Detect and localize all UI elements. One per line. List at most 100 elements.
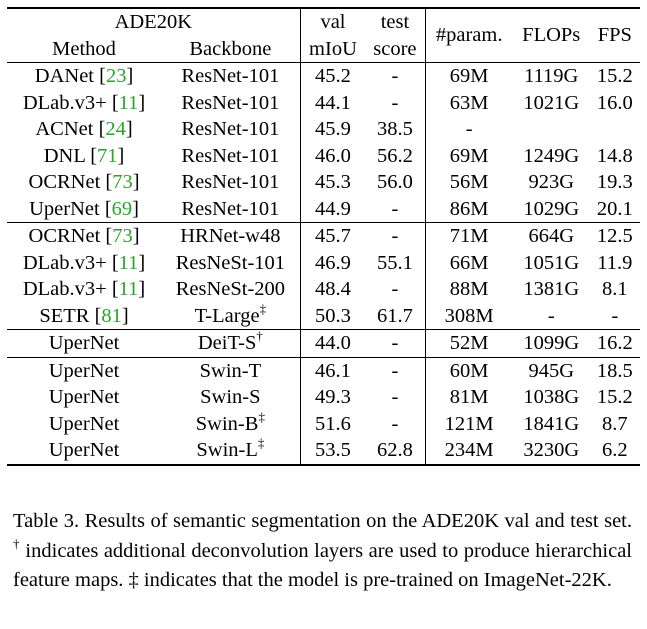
val-miou-cell: 46.1 xyxy=(300,356,366,384)
method-cell: UperNet xyxy=(7,437,162,466)
val-miou-cell: 51.6 xyxy=(315,412,351,435)
val-miou-cell: 46.0 xyxy=(315,144,351,167)
backbone-cell: Swin-B‡ xyxy=(161,408,301,437)
test-score-cell: 55.1 xyxy=(365,249,426,276)
backbone-name: Swin-T xyxy=(199,359,262,382)
val-miou-cell: 45.9 xyxy=(315,118,351,140)
val-miou-cell: 48.4 xyxy=(315,278,351,300)
table-row: SETR [81] T-Large‡ 50.3 61.7 308M - - xyxy=(7,300,640,330)
method-cell: DLab.v3+ [11] xyxy=(22,278,146,300)
backbone-cell: ResNet-101 xyxy=(161,169,301,196)
val-miou-cell: 45.3 xyxy=(315,171,351,193)
test-score-cell: - xyxy=(365,329,426,357)
backbone-cell: DeiT-S† xyxy=(161,328,301,357)
method-name: UperNet xyxy=(48,332,120,354)
flops-cell: 1029G xyxy=(523,197,580,220)
test-score-cell: 56.2 xyxy=(365,142,426,169)
dagger-symbol: † xyxy=(13,535,20,551)
fps-cell: 8.7 xyxy=(602,412,628,435)
citation-link[interactable]: 11 xyxy=(118,278,139,300)
method-name: UperNet xyxy=(48,359,120,382)
method-name: UperNet xyxy=(29,197,100,220)
table-row: ACNet [24] ResNet-101 45.9 38.5 - xyxy=(7,116,640,143)
fps-cell: 11.9 xyxy=(597,251,633,274)
method-cell: DLab.v3+ [11] xyxy=(22,251,146,274)
method-cell: SETR [81] xyxy=(39,304,129,327)
flops-cell: 945G xyxy=(512,356,590,384)
params-cell: 81M xyxy=(449,386,489,408)
backbone-cell: ResNet-101 xyxy=(161,195,301,223)
table-row: UperNet Swin-T 46.1-60M 945G 18.5 xyxy=(7,356,640,384)
backbone-name: ResNeSt-200 xyxy=(175,278,286,300)
table-row: DANet [23] ResNet-101 45.2-69M 1119G 15.2 xyxy=(7,62,640,90)
citation-link[interactable]: 11 xyxy=(118,251,139,274)
val-miou-cell: 50.3 xyxy=(315,304,351,327)
table-row: DLab.v3+ [11] ResNet-101 44.1-63M 1021G 16.0 xyxy=(7,89,640,116)
val-header-top: val xyxy=(300,7,366,36)
method-name: DLab.v3+ xyxy=(22,91,107,114)
method-cell: DANet [23] xyxy=(7,62,162,90)
method-cell: UperNet xyxy=(7,329,162,357)
test-score-cell: - xyxy=(365,195,426,223)
test-header-top: test xyxy=(365,7,426,36)
footnote-mark: ‡ xyxy=(259,300,267,316)
backbone-cell: ResNeSt-101 xyxy=(161,249,301,276)
citation-link[interactable]: 69 xyxy=(111,197,133,220)
params-cell: 86M xyxy=(449,197,489,220)
table-row: UperNet Swin-S 49.3- 81M 1038G 15.2 xyxy=(7,384,640,411)
table-row: OCRNet [73] HRNet-w48 45.7-71M 664G 12.5 xyxy=(7,222,640,250)
val-header-bottom: mIoU xyxy=(309,37,357,60)
table-row: UperNet [69] ResNet-101 44.9-86M 1029G 20.1 xyxy=(7,195,640,223)
backbone-cell: HRNet-w48 xyxy=(161,222,301,250)
params-cell: 69M xyxy=(449,144,489,167)
footnote-mark: ‡ xyxy=(258,408,265,424)
flops-cell: 664G xyxy=(512,222,590,250)
fps-header: FPS xyxy=(589,7,640,63)
test-score-cell: - xyxy=(365,222,426,250)
citation-link[interactable]: 23 xyxy=(105,65,127,87)
footnote-mark: † xyxy=(256,328,263,343)
method-name: UperNet xyxy=(48,412,120,435)
test-score-cell: - xyxy=(365,89,426,116)
method-name: OCRNet xyxy=(28,225,101,247)
test-score-cell: 62.8 xyxy=(365,437,426,466)
method-name: UperNet xyxy=(48,439,120,461)
fps-cell: 8.1 xyxy=(602,278,628,300)
backbone-cell: Swin-S xyxy=(161,384,301,411)
backbone-name: ResNet-101 xyxy=(181,144,280,167)
flops-cell: 1051G xyxy=(523,251,580,274)
citation-link[interactable]: 81 xyxy=(101,304,122,327)
backbone-name: Swin-S xyxy=(200,386,261,408)
val-miou-cell: 44.0 xyxy=(300,329,366,357)
method-header: Method xyxy=(52,37,116,60)
table-body: DANet [23] ResNet-101 45.2-69M 1119G 15.2 DLa… xyxy=(7,62,640,466)
params-cell: 71M xyxy=(425,222,513,250)
params-cell: 69M xyxy=(425,62,513,90)
backbone-cell: ResNet-101 xyxy=(161,142,301,169)
fps-cell: 20.1 xyxy=(596,197,633,220)
params-cell: 66M xyxy=(449,251,489,274)
backbone-name: ResNet-101 xyxy=(181,171,280,193)
backbone-cell: ResNet-101 xyxy=(161,62,301,90)
citation-link[interactable]: 73 xyxy=(112,225,133,247)
method-cell: ACNet [24] xyxy=(35,118,133,140)
method-cell: OCRNet [73] xyxy=(7,222,162,250)
flops-cell: - xyxy=(547,304,555,327)
test-score-cell: - xyxy=(365,356,426,384)
params-cell: 60M xyxy=(425,356,513,384)
fps-cell xyxy=(590,116,640,143)
val-miou-cell: 49.3 xyxy=(315,386,351,408)
backbone-name: Swin-L xyxy=(196,439,258,461)
citation-link[interactable]: 73 xyxy=(112,171,133,193)
results-table: ADE20K val test #param. FLOPs FPS Method… xyxy=(7,7,640,466)
flops-cell: 923G xyxy=(528,171,575,193)
citation-link[interactable]: 11 xyxy=(118,91,139,114)
method-cell: UperNet xyxy=(7,384,161,411)
backbone-cell: Swin-T xyxy=(161,356,301,384)
method-name: SETR xyxy=(39,304,90,327)
citation-link[interactable]: 71 xyxy=(97,144,118,167)
method-name: OCRNet xyxy=(28,171,101,193)
method-cell: DNL [71] xyxy=(43,144,125,167)
citation-link[interactable]: 24 xyxy=(105,118,126,140)
flops-cell: 1841G xyxy=(523,412,580,435)
